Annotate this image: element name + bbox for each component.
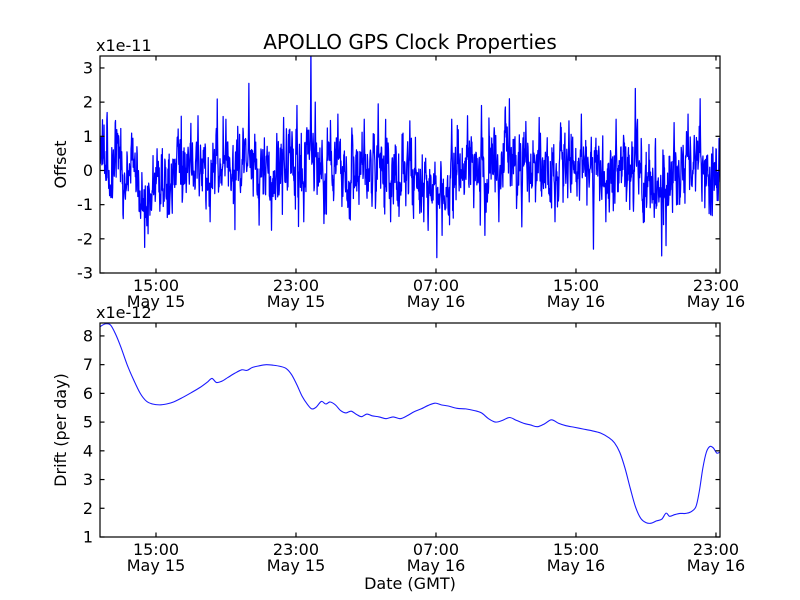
offset-series-group [100, 56, 720, 259]
y-tick-label: 1 [83, 127, 93, 146]
offset-axis-label: Offset [51, 140, 70, 188]
x-tick-time-label: 23:00 [693, 276, 739, 295]
y-tick-label: 3 [83, 470, 93, 489]
x-tick-date-label: May 16 [547, 292, 606, 311]
x-tick-time-label: 23:00 [273, 540, 319, 559]
y-tick-label: 0 [83, 161, 93, 180]
drift-scale-label: x1e-12 [96, 303, 152, 322]
offset-plot-frame [99, 55, 721, 274]
x-tick-date-label: May 15 [127, 556, 186, 575]
x-tick-date-label: May 16 [687, 556, 746, 575]
y-tick-label: -3 [77, 264, 93, 283]
x-tick-date-label: May 16 [547, 556, 606, 575]
y-tick-label: -1 [77, 195, 93, 214]
drift-series-line [100, 323, 720, 524]
x-tick-time-label: 23:00 [273, 276, 319, 295]
x-tick-time-label: 07:00 [413, 276, 459, 295]
x-tick-date-label: May 16 [407, 292, 466, 311]
x-tick-time-label: 15:00 [133, 540, 179, 559]
chart-title: APOLLO GPS Clock Properties [263, 30, 557, 54]
x-tick-time-label: 23:00 [693, 540, 739, 559]
x-tick-date-label: May 16 [407, 556, 466, 575]
y-tick-label: 8 [83, 326, 93, 345]
y-tick-label: 2 [83, 93, 93, 112]
x-tick-time-label: 15:00 [553, 540, 599, 559]
x-tick-date-label: May 15 [267, 556, 326, 575]
drift-axis-label: Drift (per day) [51, 373, 70, 487]
y-tick-label: 2 [83, 499, 93, 518]
offset-series-line [100, 56, 720, 259]
x-tick-date-label: May 16 [687, 292, 746, 311]
x-tick-time-label: 07:00 [413, 540, 459, 559]
drift-plot-frame [99, 322, 721, 538]
y-tick-label: 6 [83, 384, 93, 403]
y-tick-label: -2 [77, 229, 93, 248]
y-tick-label: 5 [83, 413, 93, 432]
drift-series-group [100, 323, 720, 524]
y-tick-label: 7 [83, 355, 93, 374]
x-tick-time-label: 15:00 [553, 276, 599, 295]
y-tick-label: 3 [83, 58, 93, 77]
x-tick-date-label: May 15 [267, 292, 326, 311]
y-tick-label: 4 [83, 441, 93, 460]
x-tick-date-label: May 15 [127, 292, 186, 311]
x-tick-time-label: 15:00 [133, 276, 179, 295]
y-tick-label: 1 [83, 528, 93, 547]
offset-scale-label: x1e-11 [96, 36, 152, 55]
date-axis-label: Date (GMT) [364, 574, 456, 593]
